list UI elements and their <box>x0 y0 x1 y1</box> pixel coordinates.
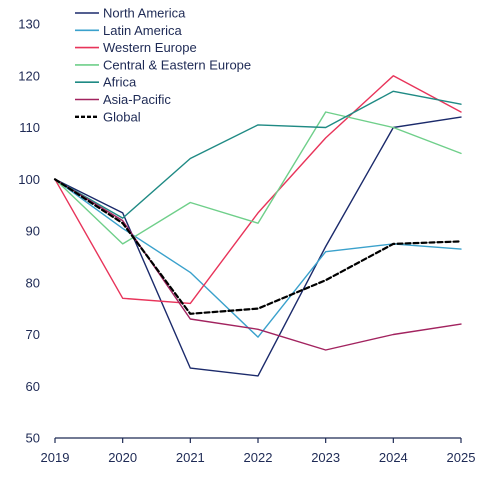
axes: 50 60 70 80 90 100 110 120 130 2019 2020 2021 2022 20… <box>18 17 475 466</box>
y-tick-label: 80 <box>26 275 40 290</box>
x-tick-label: 2023 <box>311 450 340 465</box>
legend-label: Africa <box>103 75 137 90</box>
y-tick-label: 90 <box>26 224 40 239</box>
series-line-latin-america <box>54 178 462 338</box>
series-line-global <box>53 178 463 315</box>
y-tick-label: 100 <box>18 172 40 187</box>
series-line-central-eastern-europe <box>54 111 462 245</box>
y-tick-label: 120 <box>18 68 40 83</box>
y-tick-label: 70 <box>26 327 40 342</box>
x-tick-label: 2021 <box>176 450 205 465</box>
y-tick-label: 130 <box>18 17 40 32</box>
series-line-africa <box>54 90 462 219</box>
y-tick-label: 50 <box>26 431 40 446</box>
legend-label: Latin America <box>103 23 183 38</box>
series-line-asia-pacific <box>54 178 462 351</box>
series-lines <box>53 75 463 377</box>
legend-label: North America <box>103 6 186 21</box>
x-tick-label: 2019 <box>41 450 70 465</box>
legend-label: Western Europe <box>103 40 197 55</box>
x-tick-label: 2025 <box>447 450 476 465</box>
series-line-western-europe <box>54 75 462 305</box>
x-tick-label: 2020 <box>108 450 137 465</box>
legend: North America Latin America Western Europe… <box>75 6 251 124</box>
y-tick-label: 60 <box>26 379 40 394</box>
x-tick-label: 2024 <box>379 450 408 465</box>
legend-label: Central & Eastern Europe <box>103 57 251 72</box>
y-tick-label: 110 <box>19 120 40 135</box>
legend-label: Asia-Pacific <box>103 92 171 107</box>
legend-label: Global <box>103 109 141 124</box>
x-tick-label: 2022 <box>244 450 273 465</box>
